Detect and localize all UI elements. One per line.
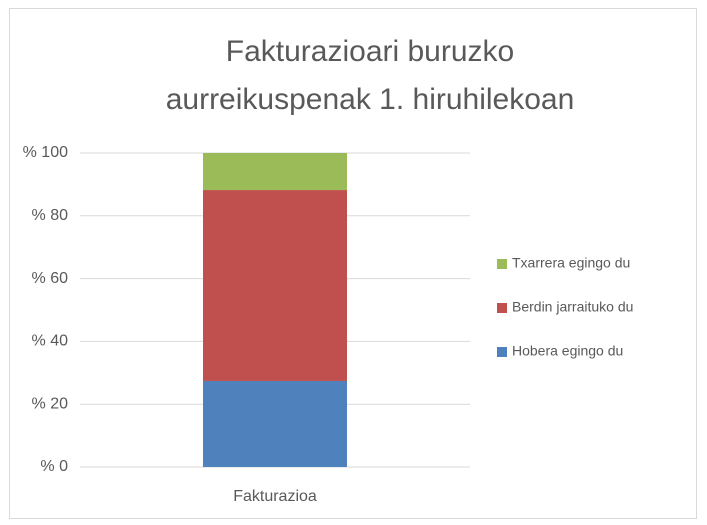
legend-swatch (497, 259, 507, 269)
bar-segment (203, 190, 347, 381)
legend-swatch (497, 347, 507, 357)
y-tick-label: % 20 (32, 395, 69, 412)
y-tick-label: % 40 (32, 333, 69, 350)
y-tick-label: % 80 (32, 207, 69, 224)
legend-label: Hobera egingo du (512, 343, 623, 359)
y-tick-label: % 100 (23, 144, 68, 161)
y-tick-label: % 60 (32, 270, 69, 287)
chart-title: Fakturazioari buruzko aurreikuspenak 1. … (165, 35, 575, 116)
chart-frame (9, 8, 697, 519)
legend-swatch (497, 303, 507, 313)
legend-label: Berdin jarraituko du (512, 299, 633, 315)
x-tick-label: Fakturazioa (233, 488, 317, 505)
bar-segment (203, 153, 347, 191)
legend-label: Txarrera egingo du (512, 255, 630, 271)
bar-segment (203, 380, 347, 467)
y-tick-label: % 0 (40, 458, 68, 475)
